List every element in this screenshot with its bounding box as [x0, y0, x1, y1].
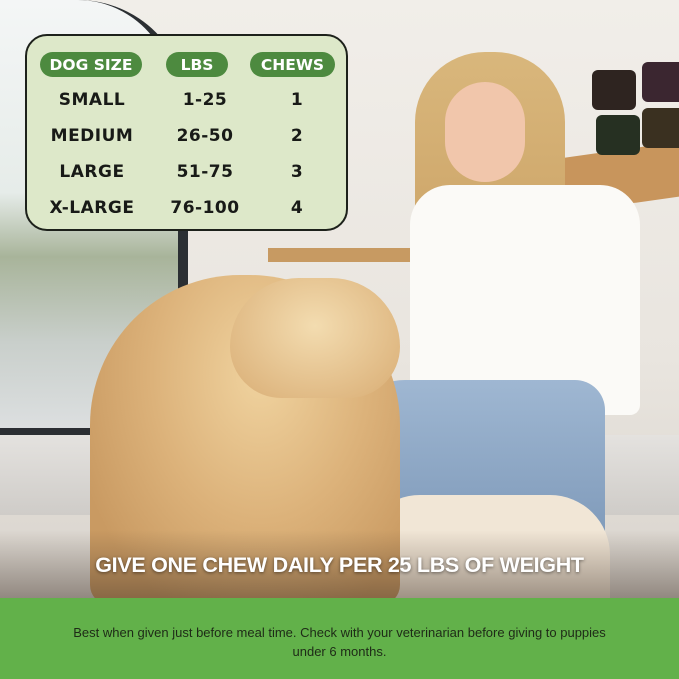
dog-size: MEDIUM	[50, 126, 134, 146]
lbs: 1-25	[182, 90, 228, 110]
product-jar	[596, 115, 640, 155]
dog-size: SMALL	[58, 90, 126, 110]
table-row: LARGE 51-75 3	[27, 157, 346, 187]
dosage-headline: GIVE ONE CHEW DAILY PER 25 LBS OF WEIGHT	[95, 553, 584, 577]
note-band: Best when given just before meal time. C…	[0, 598, 679, 679]
header-dog-size: DOG SIZE	[40, 52, 142, 77]
woman-face	[445, 82, 525, 182]
table-row: MEDIUM 26-50 2	[27, 121, 346, 151]
lbs: 76-100	[170, 198, 240, 218]
product-jar	[642, 108, 679, 148]
product-jar	[592, 70, 636, 110]
header-lbs: LBS	[166, 52, 228, 77]
table-header-row: DOG SIZE LBS CHEWS	[27, 52, 346, 82]
chews: 3	[290, 162, 304, 182]
chews: 2	[290, 126, 304, 146]
lbs: 26-50	[176, 126, 234, 146]
dog-size: X-LARGE	[49, 198, 135, 218]
dosage-table: DOG SIZE LBS CHEWS SMALL 1-25 1 MEDIUM 2…	[25, 34, 348, 231]
chews: 4	[290, 198, 304, 218]
header-chews: CHEWS	[250, 52, 335, 77]
product-jar	[642, 62, 679, 102]
lbs: 51-75	[176, 162, 234, 182]
shelf	[268, 248, 428, 262]
feeding-note: Best when given just before meal time. C…	[73, 625, 606, 659]
table-row: SMALL 1-25 1	[27, 85, 346, 115]
dog-paw	[360, 495, 610, 598]
dog-head	[230, 278, 400, 398]
chews: 1	[290, 90, 304, 110]
dog-size: LARGE	[59, 162, 125, 182]
woman-shirt	[410, 185, 640, 415]
shade	[0, 530, 679, 598]
table-row: X-LARGE 76-100 4	[27, 193, 346, 223]
